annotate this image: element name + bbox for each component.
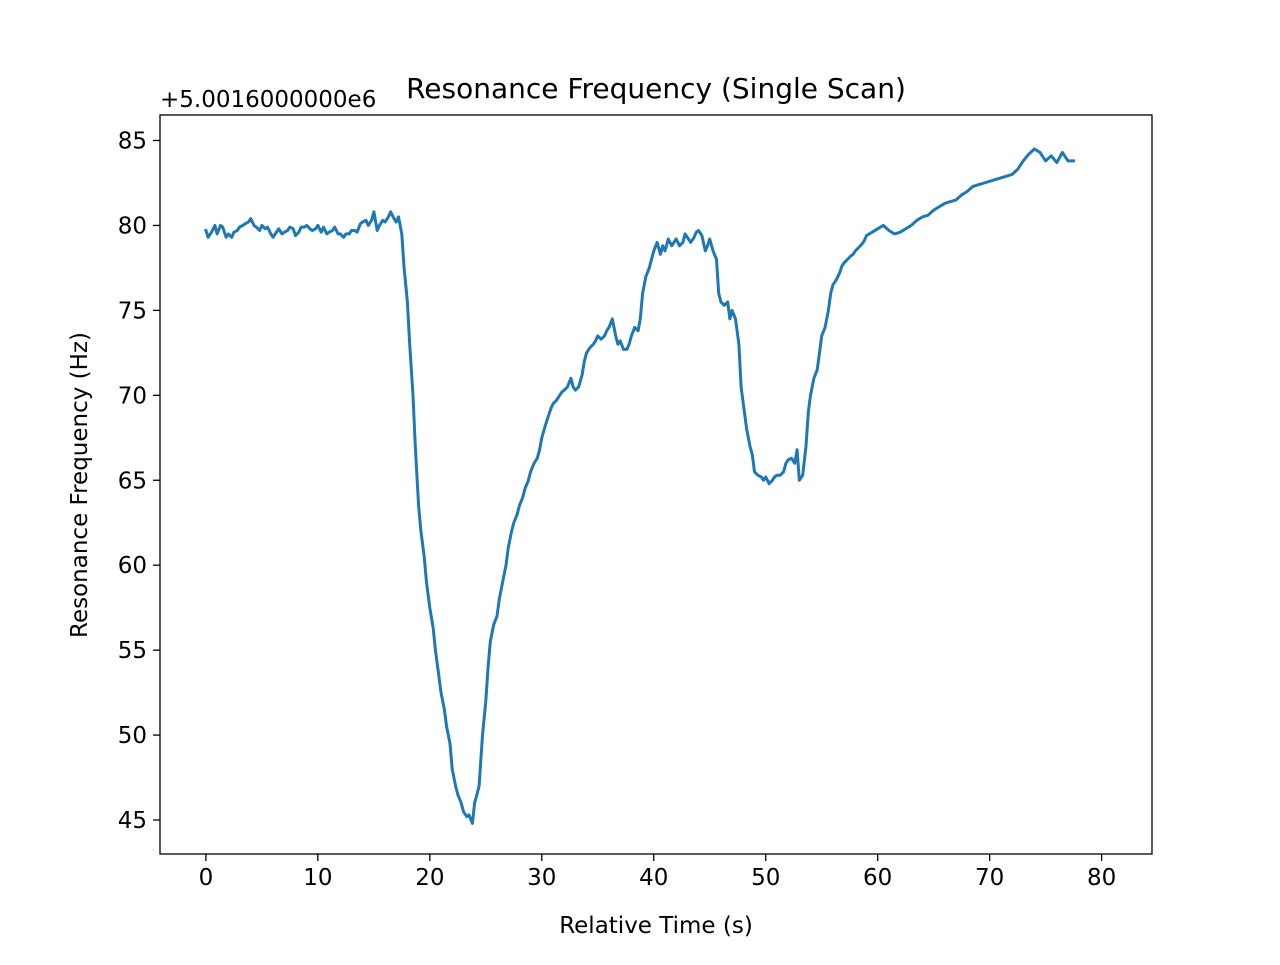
x-tick-label: 50: [751, 865, 780, 891]
chart-title: Resonance Frequency (Single Scan): [406, 72, 906, 105]
plot-frame: [159, 114, 1153, 855]
y-axis-ticks: 45 50 55 60 65 70 75 80 85: [118, 128, 160, 834]
x-tick-label: 40: [639, 865, 668, 891]
x-tick-label: 60: [863, 865, 892, 891]
y-tick-label: 75: [118, 298, 147, 324]
x-axis-ticks: 0 10 20 30 40 50 60 70 80: [199, 854, 1116, 891]
series-layer: [204, 147, 1076, 825]
y-tick-label: 45: [118, 808, 147, 834]
y-tick-label: 60: [118, 553, 147, 579]
y-tick-label: 55: [118, 638, 147, 664]
y-tick-label: 50: [118, 723, 147, 749]
y-tick-label: 65: [118, 468, 147, 494]
x-tick-label: 30: [527, 865, 556, 891]
x-tick-label: 70: [975, 865, 1004, 891]
x-tick-label: 20: [415, 865, 444, 891]
series-line: [204, 147, 1076, 825]
y-tick-label: 80: [118, 213, 147, 239]
x-tick-label: 0: [199, 865, 214, 891]
y-tick-label: 85: [118, 128, 147, 154]
x-tick-label: 80: [1087, 865, 1116, 891]
y-tick-label: 70: [118, 383, 147, 409]
y-axis-label: Resonance Frequency (Hz): [67, 332, 93, 638]
y-axis-offset-label: +5.0016000000e6: [160, 87, 376, 113]
x-tick-label: 10: [303, 865, 332, 891]
x-axis-label: Relative Time (s): [559, 913, 753, 939]
plot-area: [160, 115, 1152, 854]
